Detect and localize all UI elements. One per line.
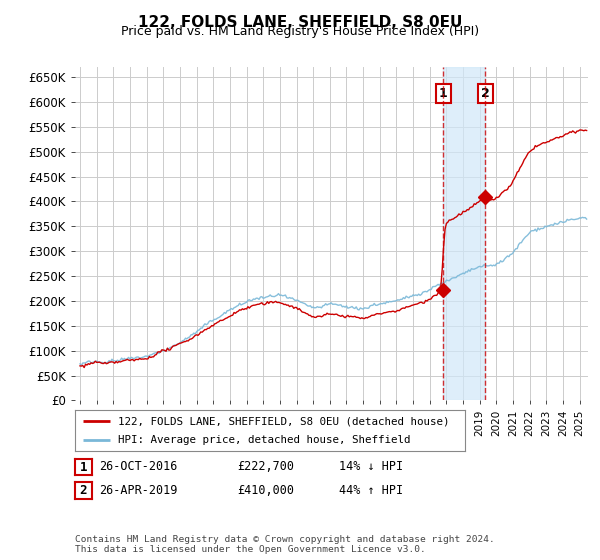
Text: £222,700: £222,700 [237,460,294,473]
Text: Contains HM Land Registry data © Crown copyright and database right 2024.
This d: Contains HM Land Registry data © Crown c… [75,535,495,554]
Text: 26-APR-2019: 26-APR-2019 [99,483,178,497]
Text: 14% ↓ HPI: 14% ↓ HPI [339,460,403,473]
Text: 44% ↑ HPI: 44% ↑ HPI [339,483,403,497]
Text: 1: 1 [439,87,448,100]
Text: 2: 2 [80,484,87,497]
Text: 122, FOLDS LANE, SHEFFIELD, S8 0EU (detached house): 122, FOLDS LANE, SHEFFIELD, S8 0EU (deta… [118,417,449,426]
Text: 1: 1 [80,460,87,474]
Text: 2: 2 [481,87,490,100]
Text: 26-OCT-2016: 26-OCT-2016 [99,460,178,473]
Text: £410,000: £410,000 [237,483,294,497]
Text: 122, FOLDS LANE, SHEFFIELD, S8 0EU: 122, FOLDS LANE, SHEFFIELD, S8 0EU [138,15,462,30]
Bar [443,67,485,400]
Text: Price paid vs. HM Land Registry's House Price Index (HPI): Price paid vs. HM Land Registry's House … [121,25,479,38]
Text: HPI: Average price, detached house, Sheffield: HPI: Average price, detached house, Shef… [118,435,410,445]
